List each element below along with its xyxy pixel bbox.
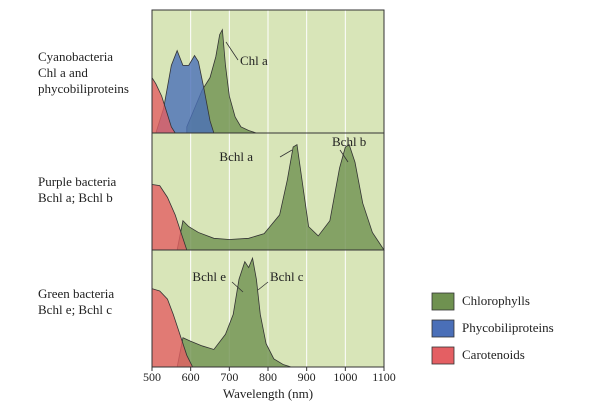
legend-label: Carotenoids <box>462 347 525 362</box>
spectrum-area <box>155 49 215 134</box>
x-tick-label: 1100 <box>372 370 396 384</box>
legend-label: Phycobiliproteins <box>462 320 554 335</box>
x-tick-label: 1000 <box>333 370 357 384</box>
spectrum-area <box>151 76 176 134</box>
leader-line <box>339 149 349 163</box>
panel-label: phycobiliproteins <box>38 81 129 96</box>
spectrum-area <box>176 256 292 368</box>
panel-label: Cyanobacteria <box>38 49 113 64</box>
panel-label: Purple bacteria <box>38 174 117 189</box>
spectrum-area <box>151 288 194 368</box>
x-tick-label: 800 <box>259 370 277 384</box>
legend-swatch <box>431 292 455 311</box>
leader-line <box>279 149 293 158</box>
legend-swatch <box>431 346 455 365</box>
annotation: Bchl b <box>332 134 366 149</box>
annotation: Chl a <box>240 53 268 68</box>
annotation: Bchl a <box>219 149 253 164</box>
spectrum-area <box>176 144 385 251</box>
leader-line <box>231 281 244 293</box>
annotation: Bchl c <box>270 269 304 284</box>
panel-label: Chl a and <box>38 65 88 80</box>
panel-label: Bchl a; Bchl b <box>38 190 113 205</box>
x-tick-label: 900 <box>298 370 316 384</box>
spectrum-area <box>151 184 188 251</box>
annotation: Bchl e <box>192 269 226 284</box>
x-tick-label: 500 <box>143 370 161 384</box>
legend-swatch <box>431 319 455 338</box>
x-tick-label: 600 <box>182 370 200 384</box>
leader-line <box>225 41 239 61</box>
legend-label: Chlorophylls <box>462 293 530 308</box>
leader-line <box>257 281 269 291</box>
x-tick-label: 700 <box>220 370 238 384</box>
panel-label: Bchl e; Bchl c <box>38 302 112 317</box>
x-axis-label: Wavelength (nm) <box>223 386 313 401</box>
panel-label: Green bacteria <box>38 286 114 301</box>
